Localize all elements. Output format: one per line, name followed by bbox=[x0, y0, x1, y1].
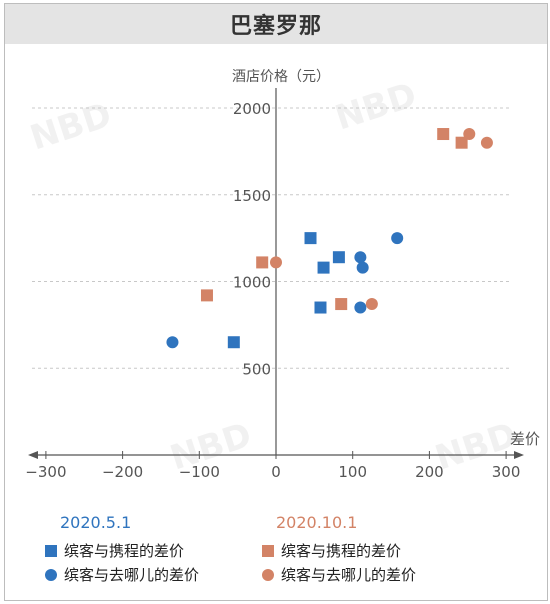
svg-text:NBD: NBD bbox=[25, 95, 116, 159]
axes bbox=[28, 88, 524, 459]
point-square-2020.10.1-1 bbox=[256, 256, 269, 269]
svg-text:NBD: NBD bbox=[330, 75, 421, 139]
x-tick-label: 0 bbox=[271, 463, 281, 481]
chart-title: 巴塞罗那 bbox=[229, 14, 322, 39]
y-tick-label: 2000 bbox=[233, 100, 271, 118]
nbd-watermark-icon: NBD bbox=[330, 75, 421, 139]
x-tick-label: 200 bbox=[415, 463, 444, 481]
point-circle-2020.5.1-0 bbox=[166, 336, 179, 349]
point-circle-2020.10.1-0 bbox=[270, 256, 282, 269]
y-tick-label: 500 bbox=[242, 360, 271, 378]
y-tick-label: 1000 bbox=[233, 274, 271, 292]
point-square-2020.5.1-4 bbox=[314, 301, 327, 314]
point-square-2020.5.1-1 bbox=[304, 232, 317, 245]
gridlines bbox=[32, 107, 512, 369]
point-circle-2020.5.1-4 bbox=[391, 232, 404, 245]
point-square-2020.10.1-2 bbox=[335, 298, 348, 311]
x-tick-label: −300 bbox=[25, 463, 66, 481]
point-circle-2020.5.1-2 bbox=[356, 261, 369, 274]
x-axis-right-arrow-icon bbox=[514, 451, 524, 459]
x-tick-label: 300 bbox=[492, 463, 521, 481]
point-square-2020.10.1-3 bbox=[437, 128, 450, 141]
point-circle-2020.5.1-3 bbox=[354, 301, 367, 314]
point-circle-2020.10.1-2 bbox=[463, 128, 476, 141]
x-axis-label: 差价 bbox=[510, 430, 540, 448]
title-bar: 巴塞罗那 bbox=[5, 4, 547, 44]
point-square-2020.10.1-0 bbox=[200, 289, 213, 302]
data-points bbox=[166, 128, 493, 349]
point-square-2020.5.1-2 bbox=[317, 261, 330, 274]
point-square-2020.5.1-0 bbox=[227, 336, 240, 349]
point-square-2020.10.1-4 bbox=[455, 136, 468, 149]
tick-labels: −300 −200 −100 0 100 200 300 500 1000 1500 2000 bbox=[25, 100, 520, 481]
x-axis-left-arrow-icon bbox=[28, 451, 38, 459]
y-tick-label: 1500 bbox=[233, 187, 271, 205]
point-square-2020.5.1-3 bbox=[332, 251, 345, 264]
point-circle-2020.10.1-1 bbox=[365, 298, 378, 311]
y-axis-label: 酒店价格（元） bbox=[232, 69, 330, 85]
x-tick-label: −100 bbox=[179, 463, 220, 481]
point-circle-2020.5.1-1 bbox=[354, 251, 367, 264]
x-tick-label: −200 bbox=[102, 463, 143, 481]
nbd-watermark-icon: NBD bbox=[25, 95, 116, 159]
point-circle-2020.10.1-3 bbox=[480, 136, 493, 149]
x-tick-label: 100 bbox=[338, 463, 367, 481]
